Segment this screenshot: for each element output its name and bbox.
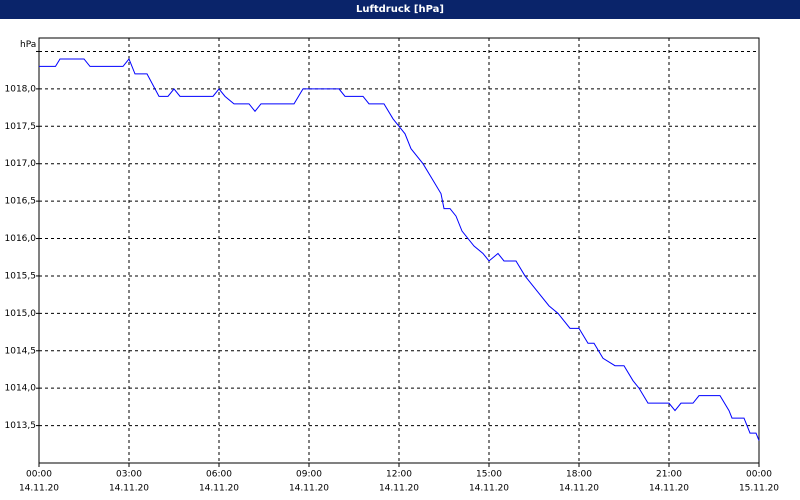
y-tick-label: 1014,0 xyxy=(5,384,37,394)
x-tick-label: 00:00 xyxy=(746,470,772,480)
x-tick-date: 14.11.20 xyxy=(379,484,419,494)
x-tick-date: 14.11.20 xyxy=(559,484,599,494)
x-tick-label: 09:00 xyxy=(296,470,322,480)
y-tick-label: 1016,0 xyxy=(5,234,37,244)
x-tick-label: 12:00 xyxy=(386,470,412,480)
x-tick-label: 06:00 xyxy=(206,470,232,480)
x-tick-date: 14.11.20 xyxy=(19,484,59,494)
x-tick-date: 14.11.20 xyxy=(649,484,689,494)
x-tick-date: 14.11.20 xyxy=(109,484,149,494)
y-tick-label: 1018,0 xyxy=(5,84,37,94)
y-tick-label: hPa xyxy=(20,40,36,50)
y-tick-label: 1013,5 xyxy=(5,421,37,431)
x-tick-date: 15.11.20 xyxy=(739,484,779,494)
y-tick-label: 1015,0 xyxy=(5,309,37,319)
x-tick-label: 03:00 xyxy=(116,470,142,480)
y-tick-label: 1014,5 xyxy=(5,346,37,356)
y-tick-label: 1017,5 xyxy=(5,122,37,132)
x-tick-date: 14.11.20 xyxy=(199,484,239,494)
x-tick-label: 00:00 xyxy=(26,470,52,480)
x-tick-date: 14.11.20 xyxy=(289,484,329,494)
x-tick-label: 15:00 xyxy=(476,470,502,480)
data-line xyxy=(39,57,760,441)
title-bar: Luftdruck [hPa] xyxy=(0,0,800,19)
x-tick-label: 18:00 xyxy=(566,470,592,480)
x-tick-label: 21:00 xyxy=(656,470,682,480)
y-tick-label: 1016,5 xyxy=(5,197,37,207)
x-tick-date: 14.11.20 xyxy=(469,484,509,494)
y-tick-label: 1015,5 xyxy=(5,271,37,281)
y-tick-label: 1017,0 xyxy=(5,159,37,169)
